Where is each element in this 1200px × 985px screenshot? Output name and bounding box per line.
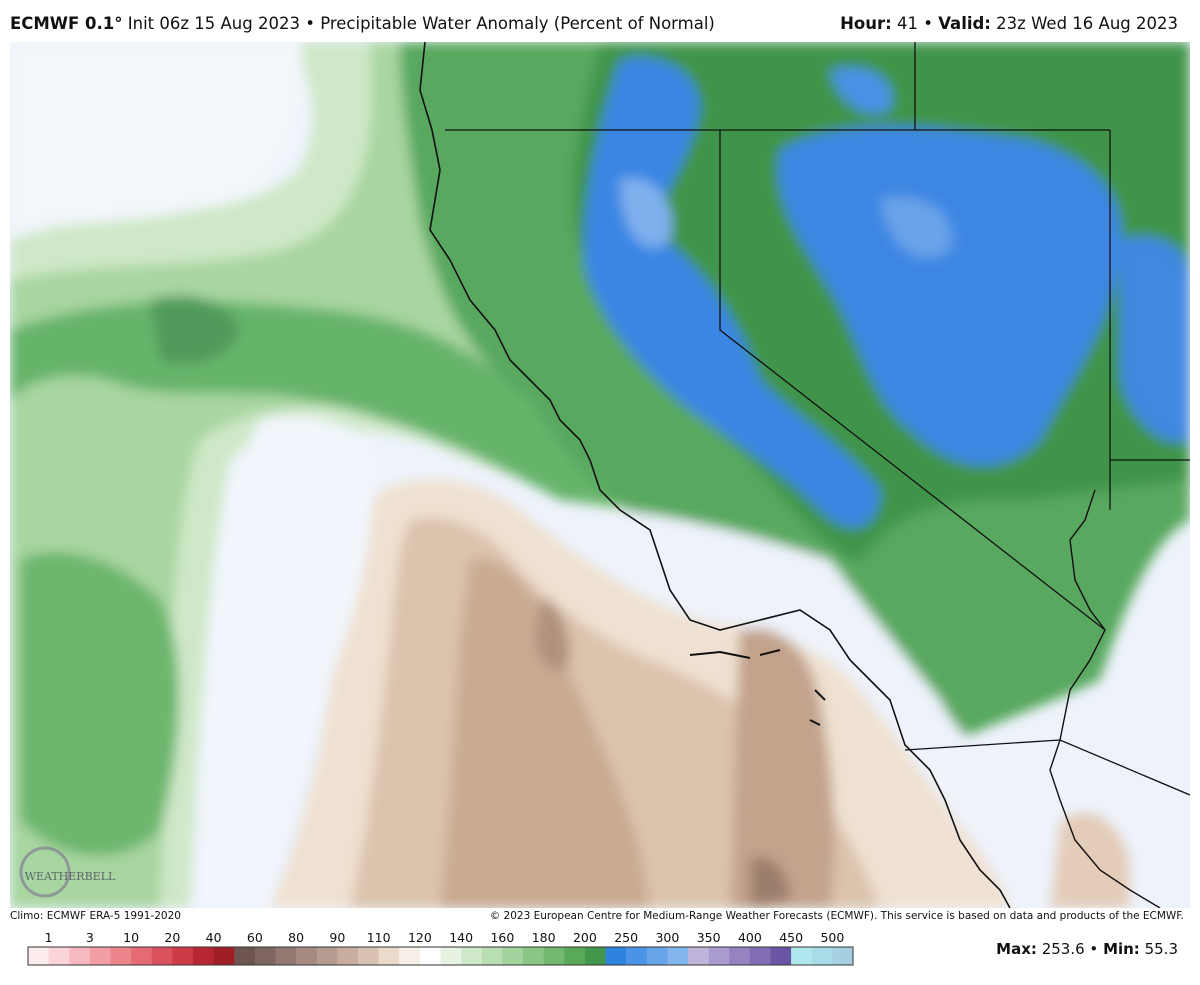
colorbar-swatch [172, 947, 194, 965]
logo-text: WEATHERBELL [25, 870, 116, 883]
logo: WEATHERBELL [19, 846, 116, 898]
colorbar-swatch [667, 947, 689, 965]
colorbar-swatch [254, 947, 276, 965]
islands [689, 649, 826, 726]
climo-note: Climo: ECMWF ERA-5 1991-2020 [10, 910, 181, 922]
min-label: Min: [1103, 940, 1140, 958]
colorbar-label: 160 [490, 930, 514, 945]
colorbar-swatch [481, 947, 503, 965]
colorbar-swatch [646, 947, 668, 965]
colorbar-swatch [461, 947, 483, 965]
colorbar-swatch [151, 947, 173, 965]
colorbar-swatch [605, 947, 627, 965]
colorbar-label: 40 [206, 930, 222, 945]
field: WEATHERBELL [10, 42, 1190, 908]
colorbar-swatch [440, 947, 462, 965]
separator: • [923, 14, 933, 33]
colorbar-swatch [584, 947, 606, 965]
colorbar-label: 400 [738, 930, 762, 945]
hour: 41 [896, 14, 918, 33]
stats: Max: 253.6 • Min: 55.3 [996, 940, 1178, 958]
colorbar-frame [27, 946, 854, 966]
colorbar-swatch [296, 947, 318, 965]
colorbar-label: 200 [573, 930, 597, 945]
colorbar-swatch [275, 947, 297, 965]
colorbar-swatch [688, 947, 709, 965]
colorbar-label: 500 [820, 930, 844, 945]
colorbar-swatch [811, 947, 833, 965]
colorbar-swatch [89, 947, 111, 965]
colorbar-swatch [193, 947, 214, 965]
colorbar: 1 3 10 20 40 60 80 90 110 120 140 160 180 200 250 300 35… [27, 930, 854, 966]
colorbar-label: 140 [449, 930, 473, 945]
colorbar-swatch [110, 947, 132, 965]
colorbar-swatch [502, 947, 524, 965]
model-name: ECMWF 0.1° [10, 14, 123, 33]
max-label: Max: [996, 940, 1037, 958]
colorbar-swatch [399, 947, 421, 965]
colorbar-swatch [770, 947, 792, 965]
description: Init 06z 15 Aug 2023 • Precipitable Wate… [127, 14, 715, 33]
colorbar-label: 250 [614, 930, 638, 945]
colorbar-label: 90 [329, 930, 345, 945]
colorbar-swatch [337, 947, 359, 965]
colorbar-swatch [419, 947, 441, 965]
header-right: Hour: 41 • Valid: 23z Wed 16 Aug 2023 [840, 14, 1178, 33]
colorbar-swatch [564, 947, 586, 965]
colorbar-swatch [729, 947, 751, 965]
colorbar-label: 180 [532, 930, 556, 945]
header-left: ECMWF 0.1° Init 06z 15 Aug 2023 • Precip… [10, 14, 715, 33]
valid-label: Valid: [938, 14, 991, 33]
colorbar-swatch [69, 947, 91, 965]
colorbar-swatch [28, 947, 49, 965]
max-value: 253.6 [1041, 940, 1085, 958]
colorbar-label: 110 [367, 930, 391, 945]
copyright: © 2023 European Centre for Medium-Range … [489, 910, 1184, 922]
colorbar-label: 3 [86, 930, 94, 945]
colorbar-label: 300 [655, 930, 679, 945]
state-borders [445, 42, 1190, 796]
colorbar-label: 20 [164, 930, 180, 945]
colorbar-swatch [358, 947, 379, 965]
valid-time: 23z Wed 16 Aug 2023 [996, 14, 1178, 33]
colorbar-swatch [316, 947, 338, 965]
colorbar-swatch [749, 947, 771, 965]
colorbar-label: 60 [247, 930, 263, 945]
colorbar-swatch [626, 947, 648, 965]
coastline [419, 42, 1011, 908]
map: WEATHERBELL [10, 42, 1190, 908]
colorbar-swatch [832, 947, 854, 965]
colorbar-swatch [131, 947, 153, 965]
colorbar-label: 80 [288, 930, 304, 945]
colorbar-label: 120 [408, 930, 432, 945]
colorbar-swatch [791, 947, 813, 965]
colorbar-swatch [543, 947, 565, 965]
colorbar-swatch [523, 947, 544, 965]
colorbar-swatch [708, 947, 730, 965]
colorbar-label: 10 [123, 930, 139, 945]
colorbar-label: 1 [45, 930, 53, 945]
min-value: 55.3 [1144, 940, 1178, 958]
stats-separator: • [1089, 940, 1099, 958]
colorbar-label: 350 [697, 930, 721, 945]
river-coast [1049, 489, 1161, 908]
colorbar-swatch [48, 947, 70, 965]
colorbar-swatch [213, 947, 235, 965]
colorbar-swatch [378, 947, 400, 965]
hour-label: Hour: [840, 14, 892, 33]
colorbar-swatch [234, 947, 256, 965]
colorbar-label: 450 [779, 930, 803, 945]
